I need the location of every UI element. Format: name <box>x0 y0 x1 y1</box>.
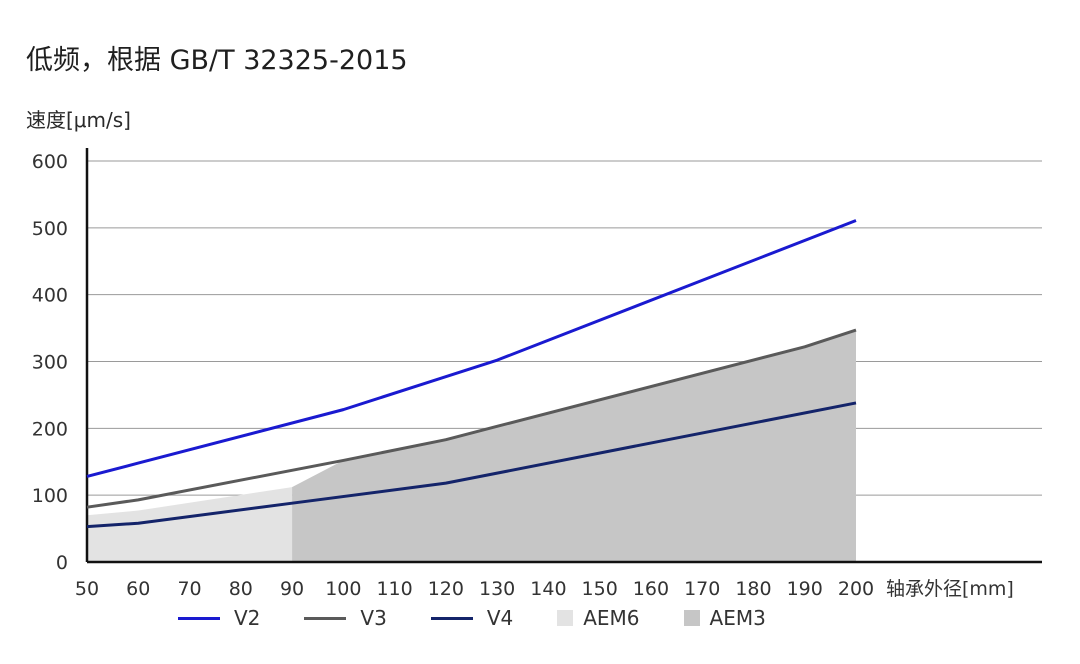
legend-swatch <box>304 616 347 620</box>
legend-swatch <box>430 616 473 620</box>
area-aem6 <box>87 487 293 562</box>
y-tick-label: 0 <box>56 552 68 574</box>
y-tick-label: 300 <box>32 352 68 374</box>
x-axis-label: 轴承外径[mm] <box>886 578 1014 600</box>
legend-item-aem3: AEM3 <box>683 606 766 630</box>
x-tick-label: 130 <box>479 578 515 600</box>
x-tick-label: 80 <box>229 578 253 600</box>
y-tick-label: 500 <box>32 218 68 240</box>
x-tick-label: 70 <box>177 578 201 600</box>
legend-item-v3: V3 <box>304 606 387 630</box>
x-tick-label: 100 <box>325 578 361 600</box>
legend-item-v2: V2 <box>178 606 260 630</box>
y-axis-label: 速度[μm/s] <box>26 108 131 132</box>
legend-label: AEM3 <box>709 606 766 630</box>
x-tick-label: 140 <box>530 578 566 600</box>
series-line-v3 <box>86 328 857 509</box>
area-layer <box>87 330 857 562</box>
series-line-v2 <box>86 219 857 478</box>
series-line-v4 <box>86 401 857 529</box>
x-tick-label: 50 <box>75 578 99 600</box>
chart-legend: V2 V3 V4 AEM6 AEM3 <box>178 606 810 630</box>
x-tick-label: 190 <box>787 578 823 600</box>
legend-label: V4 <box>486 606 514 630</box>
x-tick-label: 170 <box>684 578 720 600</box>
tick-label-layer: 0 100 200 300 400 500 600 50 60 70 80 90 100 110 120 13… <box>32 151 1014 600</box>
legend-item-v4: V4 <box>430 606 514 630</box>
legend-swatch <box>178 616 220 620</box>
x-tick-label: 110 <box>376 578 412 600</box>
y-tick-label: 400 <box>32 285 68 307</box>
y-tick-label: 200 <box>32 418 68 440</box>
axis-layer <box>85 148 1042 564</box>
x-tick-label: 180 <box>735 578 771 600</box>
area-aem3 <box>292 330 857 562</box>
chart-title: 低频，根据 GB/T 32325-2015 <box>26 45 408 76</box>
x-tick-label: 120 <box>428 578 464 600</box>
legend-label: V2 <box>234 606 261 630</box>
legend-label: V3 <box>360 606 387 630</box>
x-tick-label: 60 <box>126 578 150 600</box>
x-tick-label: 160 <box>633 578 669 600</box>
x-tick-label: 90 <box>280 578 304 600</box>
legend-swatch <box>557 610 574 626</box>
y-tick-label: 600 <box>32 151 68 173</box>
y-tick-label: 100 <box>32 485 68 507</box>
legend-item-aem6: AEM6 <box>557 606 640 630</box>
x-tick-label: 200 <box>838 578 874 600</box>
line-layer <box>86 219 857 529</box>
legend-swatch <box>683 610 700 626</box>
legend-label: AEM6 <box>583 606 640 630</box>
x-tick-label: 150 <box>582 578 618 600</box>
